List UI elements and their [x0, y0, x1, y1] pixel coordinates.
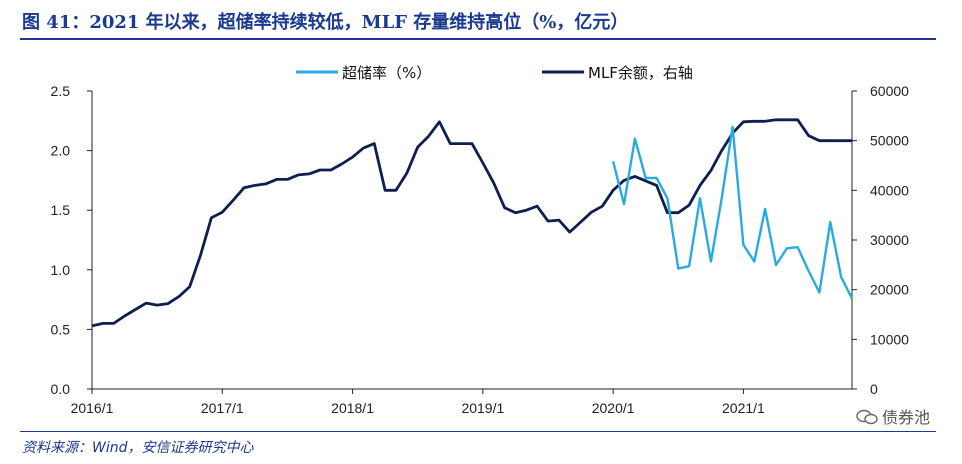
series-line-excess-reserve — [611, 125, 854, 299]
x-tick-label: 2016/1 — [71, 400, 114, 416]
y-right-tick-label: 40000 — [870, 182, 909, 198]
y-right-tick-label: 10000 — [870, 331, 909, 347]
x-tick-label: 2021/1 — [722, 400, 765, 416]
watermark-text: 债券池 — [881, 408, 930, 427]
y-right-tick-label: 0 — [870, 381, 878, 397]
figure-title: 图 41：2021 年以来，超储率持续较低，MLF 存量维持高位（%，亿元） — [22, 12, 629, 33]
y-left-tick-label: 1.5 — [51, 202, 71, 218]
y-left-tick-label: 1.0 — [51, 262, 71, 278]
watermark: 债券池 — [856, 404, 930, 428]
axes: 0.0 0.5 1.0 1.5 2.0 2.5 0 10000 20000 30000 40000 5… — [51, 83, 910, 416]
legend: 超储率（%） MLF余额，右轴 — [296, 64, 693, 82]
y-left-tick-label: 2.0 — [51, 143, 71, 159]
y-left-tick-label: 2.5 — [51, 83, 71, 99]
series-line-mlf — [91, 118, 852, 328]
footer-rule — [20, 431, 936, 432]
y-right-tick-label: 20000 — [870, 282, 909, 298]
x-tick-label: 2018/1 — [331, 400, 374, 416]
y-left-tick-label: 0.5 — [51, 321, 71, 337]
x-tick-label: 2020/1 — [592, 400, 635, 416]
y-right-tick-label: 30000 — [870, 232, 909, 248]
source-note: 资料来源：Wind，安信证券研究中心 — [22, 440, 254, 456]
title-rule — [20, 38, 936, 40]
series-layer — [91, 118, 854, 328]
legend-label-mlf: MLF余额，右轴 — [588, 64, 693, 82]
chart: 0.0 0.5 1.0 1.5 2.0 2.5 0 10000 20000 30000 40000 5… — [51, 64, 910, 416]
chat-bubbles-icon — [856, 409, 878, 425]
x-tick-label: 2019/1 — [461, 400, 504, 416]
x-tick-label: 2017/1 — [201, 400, 244, 416]
legend-label-excess-reserve: 超储率（%） — [342, 64, 431, 82]
y-right-tick-label: 60000 — [870, 83, 909, 99]
y-left-tick-label: 0.0 — [51, 381, 71, 397]
y-right-tick-label: 50000 — [870, 133, 909, 149]
